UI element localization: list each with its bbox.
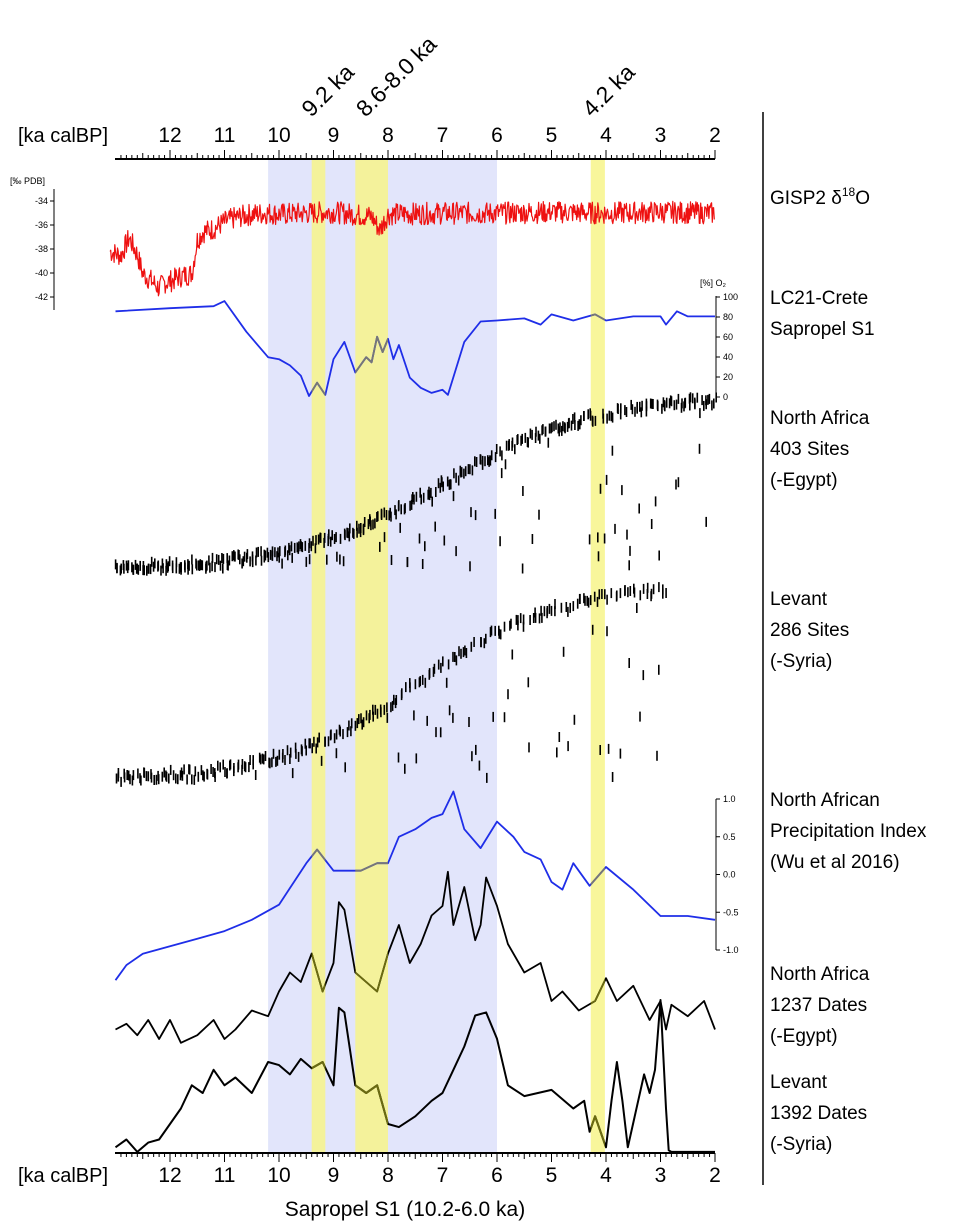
precip-tick-label-3: -0.5 bbox=[723, 907, 739, 917]
oxygen-tick-label-2: 60 bbox=[723, 332, 733, 342]
bottom-axis-ticks: 12 11 10 9 8 7 6 5 4 3 2 bbox=[120, 1153, 721, 1187]
precip-tick-label-0: 1.0 bbox=[723, 794, 736, 804]
label-lev-dates-line2: 1392 Dates bbox=[770, 1103, 867, 1124]
axis-tick-label-5: 5 bbox=[546, 124, 558, 147]
precip-axis: 1.0 0.5 0.0 -0.5 -1.0 bbox=[715, 794, 739, 955]
label-na-dates-line2: 1237 Dates bbox=[770, 995, 867, 1016]
event-band-2 bbox=[590, 159, 605, 1153]
axis-tick-label-7: 7 bbox=[437, 1164, 449, 1187]
axis-tick-label-4: 4 bbox=[600, 124, 612, 147]
axis-tick-label-11: 11 bbox=[214, 124, 236, 147]
gisp2-tick-label-2: -38 bbox=[35, 244, 48, 254]
axis-tick-label-3: 3 bbox=[655, 1164, 667, 1187]
label-gisp2-sup: 18 bbox=[842, 185, 856, 199]
gisp2-tick-label-3: -40 bbox=[35, 268, 48, 278]
highlight-bands bbox=[268, 159, 605, 1153]
gisp2-axis-ticks: -34 -36 -38 -40 -42 bbox=[35, 196, 54, 302]
gisp2-tick-label-1: -36 bbox=[35, 220, 48, 230]
event-labels: 9.2 ka8.6-8.0 ka 4.2 ka bbox=[296, 31, 640, 122]
na-dates-line bbox=[115, 870, 716, 1044]
event-label-0: 9.2 ka bbox=[296, 59, 359, 122]
lev-dates-line bbox=[114, 999, 715, 1153]
bottom-axis-unit-label: [ka calBP] bbox=[18, 1165, 108, 1187]
oxygen-tick-label-3: 40 bbox=[723, 352, 733, 362]
axis-tick-label-10: 10 bbox=[267, 1164, 290, 1187]
axis-tick-label-6: 6 bbox=[491, 1164, 503, 1187]
gisp2-tick-label-4: -42 bbox=[35, 292, 48, 302]
oxygen-axis-ticks: 100 80 60 40 20 0 bbox=[716, 292, 738, 402]
top-axis-unit-label: [ka calBP] bbox=[18, 125, 108, 147]
event-label-1: 8.6-8.0 ka bbox=[351, 31, 442, 122]
oxygen-tick-label-1: 80 bbox=[723, 312, 733, 322]
oxygen-axis-unit: [%] O₂ bbox=[700, 278, 727, 288]
label-na-sites-line1: North Africa bbox=[770, 408, 870, 429]
axis-tick-label-8: 8 bbox=[382, 124, 394, 147]
bottom-axis: 12 11 10 9 8 7 6 5 4 3 2 [ka calBP] Sapropel S1 (1… bbox=[18, 1152, 721, 1221]
band-overlay bbox=[311, 313, 605, 1148]
label-lc21-line1: LC21-Crete bbox=[770, 288, 868, 309]
axis-tick-label-12: 12 bbox=[158, 124, 181, 147]
axis-tick-label-5: 5 bbox=[546, 1164, 558, 1187]
axis-tick-label-2: 2 bbox=[709, 124, 721, 147]
label-lc21-line2: Sapropel S1 bbox=[770, 319, 875, 340]
axis-tick-label-9: 9 bbox=[328, 124, 340, 147]
axis-tick-label-4: 4 bbox=[600, 1164, 612, 1187]
axis-tick-label-7: 7 bbox=[437, 124, 449, 147]
top-axis-ticks: 12 11 10 9 8 7 6 5 4 3 2 bbox=[120, 124, 721, 159]
oxygen-tick-label-4: 20 bbox=[723, 372, 733, 382]
label-gisp2-main: GISP2 δ bbox=[770, 188, 842, 209]
site-ticks bbox=[114, 392, 718, 787]
label-lev-sites-line3: (-Syria) bbox=[770, 651, 832, 672]
label-lev-sites-line2: 286 Sites bbox=[770, 620, 849, 641]
oxygen-line-band-overlay bbox=[590, 313, 605, 321]
gisp2-line bbox=[109, 200, 715, 297]
top-axis: 12 11 10 9 8 7 6 5 4 3 2 [ka calBP] bbox=[18, 124, 721, 160]
x-axis-title: Sapropel S1 (10.2-6.0 ka) bbox=[285, 1198, 525, 1221]
precip-axis-ticks: 1.0 0.5 0.0 -0.5 -1.0 bbox=[716, 794, 739, 955]
axis-tick-label-6: 6 bbox=[491, 124, 503, 147]
label-precip-line3: (Wu et al 2016) bbox=[770, 852, 900, 873]
axis-tick-label-3: 3 bbox=[655, 124, 667, 147]
precip-tick-label-2: 0.0 bbox=[723, 870, 736, 880]
event-band-1 bbox=[355, 159, 388, 1153]
oxygen-axis: [%] O₂ 100 80 60 40 20 0 bbox=[700, 278, 738, 402]
axis-tick-label-12: 12 bbox=[158, 1164, 181, 1187]
oxygen-tick-label-5: 0 bbox=[723, 392, 728, 402]
label-lev-sites-line1: Levant bbox=[770, 589, 828, 610]
gisp2-axis: [‰ PDB] -34 -36 -38 -40 -42 bbox=[10, 176, 55, 310]
label-gisp2: GISP2 δ18O bbox=[770, 185, 870, 209]
axis-tick-label-11: 11 bbox=[214, 1164, 236, 1187]
gisp2-axis-unit: [‰ PDB] bbox=[10, 176, 45, 186]
label-na-sites-line3: (-Egypt) bbox=[770, 470, 838, 491]
label-precip-line2: Precipitation Index bbox=[770, 821, 927, 842]
axis-tick-label-9: 9 bbox=[328, 1164, 340, 1187]
label-na-dates-line3: (-Egypt) bbox=[770, 1026, 838, 1047]
label-na-sites-line2: 403 Sites bbox=[770, 439, 849, 460]
precip-tick-label-1: 0.5 bbox=[723, 832, 736, 842]
precip-line bbox=[114, 790, 716, 981]
label-gisp2-tail: O bbox=[855, 188, 870, 209]
label-na-dates-line1: North Africa bbox=[770, 964, 870, 985]
axis-tick-label-8: 8 bbox=[382, 1164, 394, 1187]
label-lev-dates-line3: (-Syria) bbox=[770, 1134, 832, 1155]
axis-tick-label-10: 10 bbox=[267, 124, 290, 147]
oxygen-tick-label-0: 100 bbox=[723, 292, 738, 302]
label-precip-line1: North African bbox=[770, 790, 880, 811]
axis-tick-label-2: 2 bbox=[709, 1164, 721, 1187]
precip-tick-label-4: -1.0 bbox=[723, 945, 739, 955]
event-label-2: 4.2 ka bbox=[577, 59, 640, 122]
label-lev-dates-line1: Levant bbox=[770, 1072, 828, 1093]
event-band-0 bbox=[311, 159, 326, 1153]
gisp2-tick-label-0: -34 bbox=[35, 196, 48, 206]
